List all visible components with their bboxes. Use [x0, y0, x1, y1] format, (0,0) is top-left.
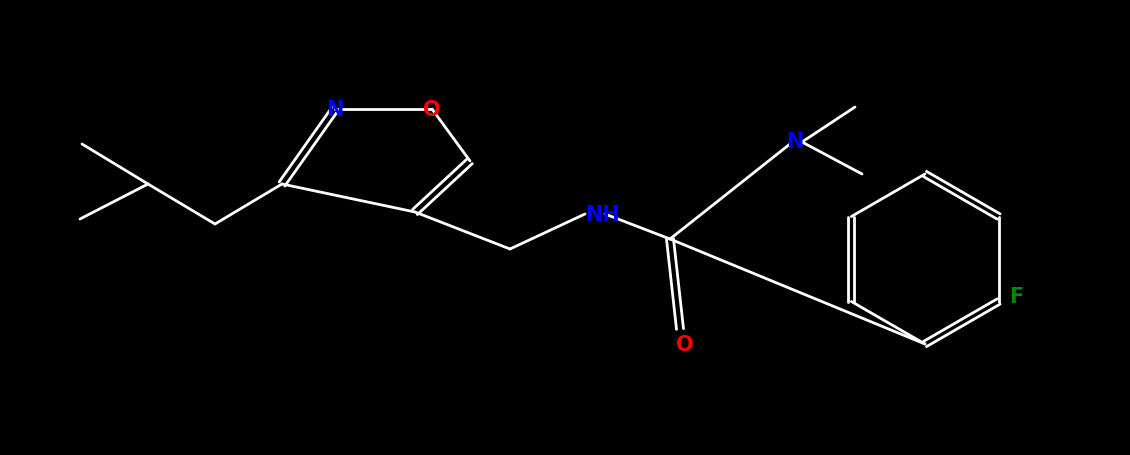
Text: N: N	[786, 131, 803, 152]
Text: N: N	[327, 100, 344, 120]
Text: F: F	[1009, 287, 1024, 307]
Text: O: O	[676, 334, 694, 354]
Text: NH: NH	[585, 205, 619, 224]
Text: O: O	[424, 100, 441, 120]
